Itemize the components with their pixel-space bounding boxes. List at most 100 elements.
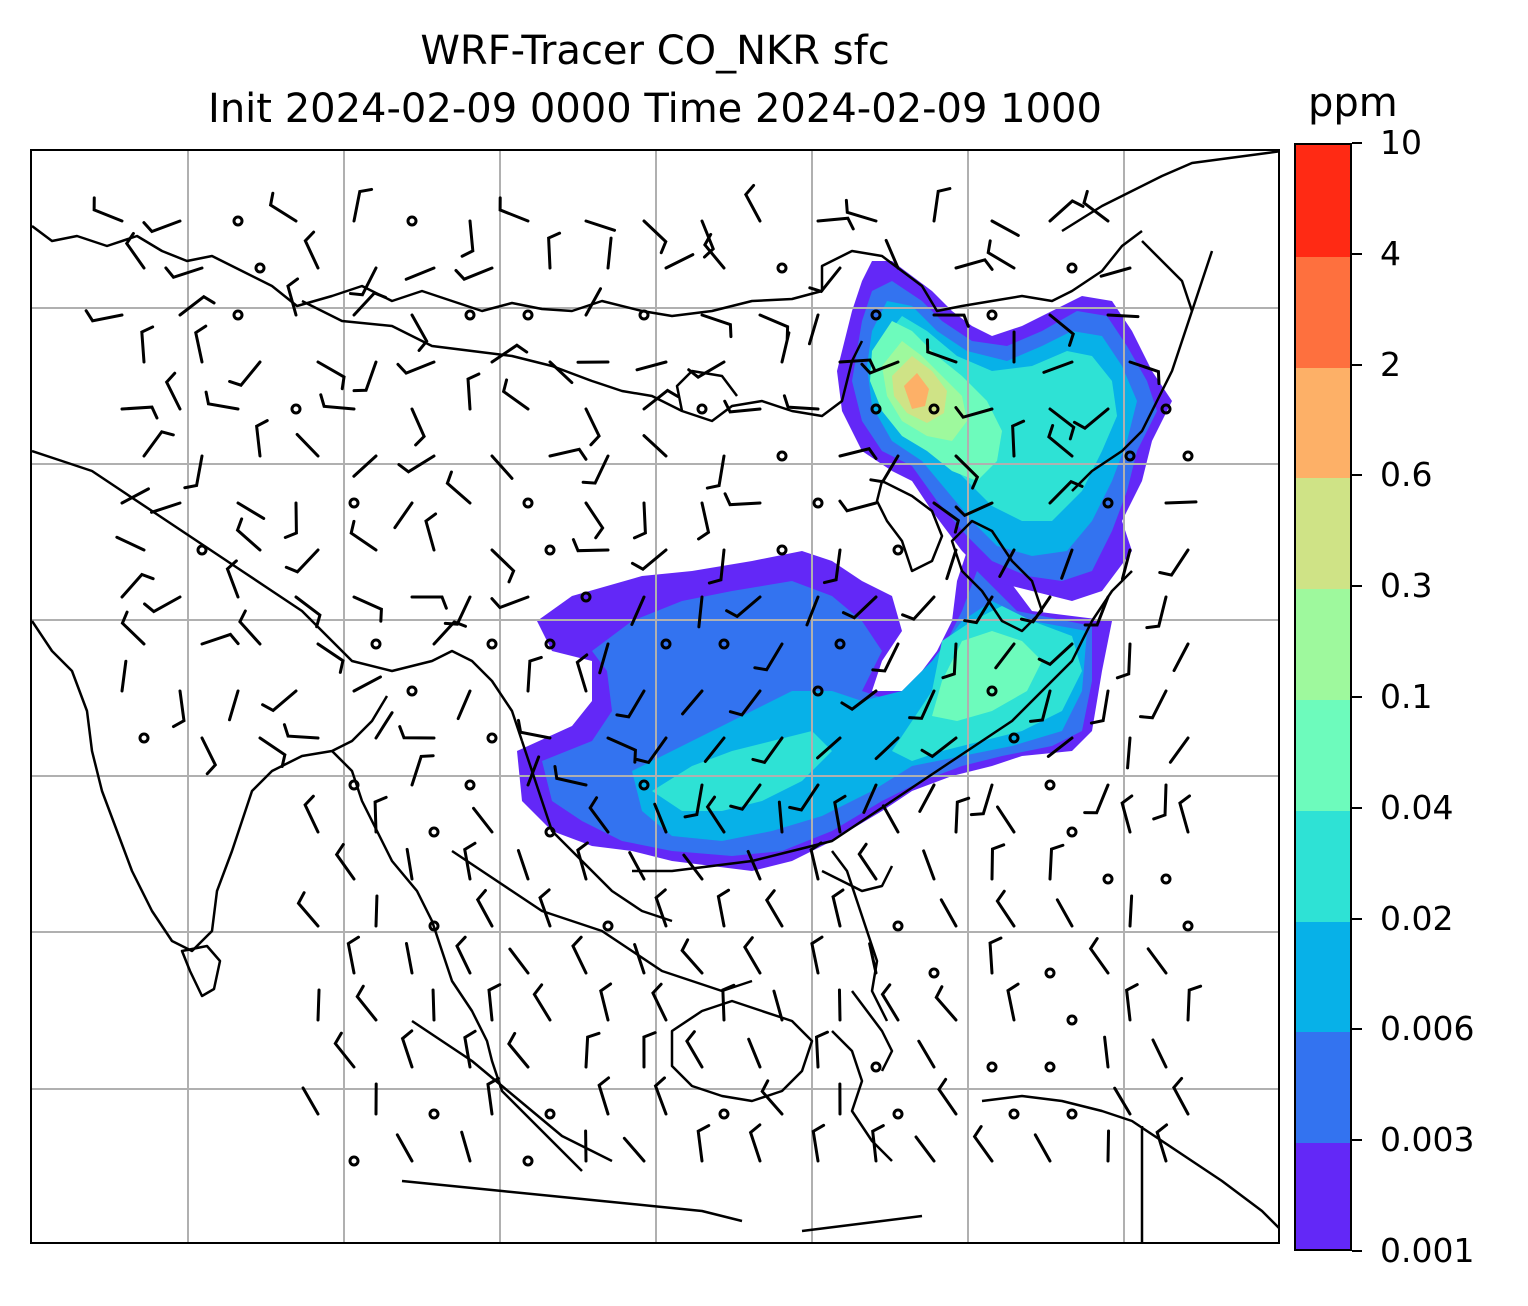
wind-barb xyxy=(410,595,448,610)
wind-barb xyxy=(571,538,610,553)
wind-barb xyxy=(653,802,668,834)
wind-barb xyxy=(1046,736,1074,758)
wind-barb xyxy=(120,659,128,693)
wind-barb xyxy=(725,595,762,619)
wind-barb xyxy=(831,888,845,928)
wind-barb xyxy=(410,313,429,352)
calm-wind-marker xyxy=(1124,450,1136,462)
wind-barb xyxy=(445,470,472,505)
wind-barb xyxy=(972,1125,994,1163)
wind-barb xyxy=(235,517,262,552)
wind-barb xyxy=(501,378,530,411)
wind-barb xyxy=(316,642,345,674)
wind-barb xyxy=(758,313,790,341)
wind-barb xyxy=(374,894,379,928)
wind-barb xyxy=(1103,1035,1110,1069)
colorbar-segment xyxy=(1296,699,1350,811)
calm-wind-marker xyxy=(986,309,998,321)
concentration-level-0.02-south xyxy=(652,731,832,811)
colorbar-tick-label: 0.02 xyxy=(1380,898,1454,938)
wind-barb xyxy=(295,432,320,458)
wind-barb xyxy=(869,454,900,484)
colorbar-tick xyxy=(1352,585,1362,588)
wind-barb xyxy=(286,277,300,317)
wind-barb xyxy=(748,1123,762,1163)
wind-barb xyxy=(319,393,356,411)
wind-barb xyxy=(236,501,266,520)
calm-wind-marker xyxy=(138,732,150,744)
wind-barb xyxy=(352,675,382,693)
lat-lon-gridlines xyxy=(32,151,1278,1242)
colorbar-tick xyxy=(1352,917,1362,920)
calm-wind-marker xyxy=(1066,1014,1078,1026)
wind-barb xyxy=(584,407,601,447)
wind-barb xyxy=(682,853,704,881)
wind-barb xyxy=(352,291,388,317)
calm-wind-marker xyxy=(522,309,534,321)
wind-barb xyxy=(120,487,150,505)
map-panel[interactable] xyxy=(30,149,1280,1244)
calm-wind-marker xyxy=(544,1108,556,1120)
wind-barb xyxy=(1155,1123,1169,1163)
wind-barb xyxy=(571,935,588,975)
wind-barb xyxy=(807,313,820,346)
wind-barb xyxy=(816,736,842,760)
wind-barb xyxy=(954,258,994,271)
wind-barb xyxy=(404,942,414,975)
wind-barb xyxy=(1006,982,1020,1022)
wind-barb xyxy=(772,989,784,1022)
calm-wind-marker xyxy=(638,309,650,321)
wind-barb xyxy=(301,1086,320,1116)
calm-wind-marker xyxy=(486,638,498,650)
wind-barb xyxy=(857,842,878,881)
wind-barb xyxy=(516,849,530,881)
wind-barb xyxy=(404,266,436,281)
calm-wind-marker xyxy=(892,1108,904,1120)
wind-barb xyxy=(1048,199,1085,223)
calm-wind-marker xyxy=(776,544,788,556)
wind-barb xyxy=(349,519,378,552)
wind-barb xyxy=(410,754,435,787)
wind-barb xyxy=(653,1076,668,1116)
wind-barb xyxy=(584,501,605,540)
wind-barb xyxy=(822,548,842,585)
wind-barb xyxy=(373,795,388,834)
wind-barb xyxy=(1168,736,1190,764)
wind-barb xyxy=(996,805,1016,834)
wind-barb xyxy=(840,689,878,711)
wind-barb xyxy=(747,1037,762,1069)
wind-barb xyxy=(1125,983,1139,1022)
calm-wind-marker xyxy=(892,544,904,556)
colorbar-segment xyxy=(1296,1142,1350,1249)
wind-barb xyxy=(490,548,516,584)
calm-wind-marker xyxy=(428,1108,440,1120)
wind-barb xyxy=(954,796,971,834)
wind-barb xyxy=(687,360,726,380)
calm-wind-marker xyxy=(428,826,440,838)
calm-wind-marker xyxy=(254,262,266,274)
wind-barb xyxy=(1083,783,1110,815)
wind-barb xyxy=(1113,1086,1132,1116)
wind-barb xyxy=(1082,189,1110,223)
wind-barb xyxy=(995,889,1016,928)
wind-barb xyxy=(1172,1076,1190,1116)
wind-barb xyxy=(697,595,704,629)
wind-barb xyxy=(1164,500,1198,505)
wind-barb xyxy=(651,982,668,1022)
wind-barb xyxy=(599,982,613,1022)
wind-barb xyxy=(1172,642,1190,673)
wind-barb xyxy=(120,572,155,599)
wind-barb xyxy=(743,183,762,223)
wind-barb xyxy=(316,988,321,1022)
wind-barb xyxy=(880,983,900,1022)
wind-barb xyxy=(486,1076,500,1116)
wind-barb xyxy=(721,983,736,1022)
calm-wind-marker xyxy=(870,1061,882,1073)
wind-barb xyxy=(986,239,1016,270)
wind-barb xyxy=(424,512,438,552)
wind-barb xyxy=(922,849,936,881)
calm-wind-marker xyxy=(870,403,882,415)
wind-barb xyxy=(393,501,414,530)
wind-barb xyxy=(1048,313,1075,347)
plot-title: WRF-Tracer CO_NKR sfc xyxy=(420,28,890,74)
